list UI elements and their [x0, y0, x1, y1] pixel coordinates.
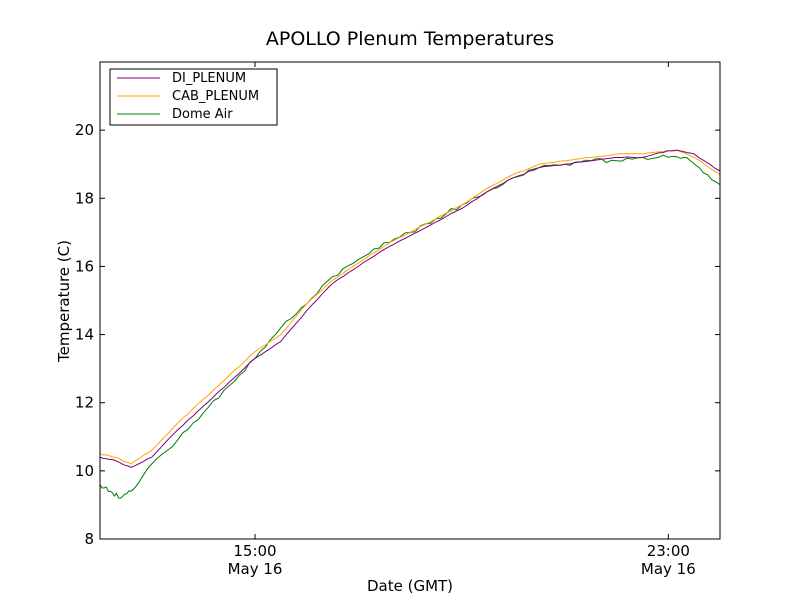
y-axis-label: Temperature (C) [55, 240, 73, 363]
y-tick-label: 18 [75, 189, 94, 207]
plot-frame [99, 61, 721, 540]
y-tick-label: 12 [75, 394, 94, 412]
y-tick-label: 10 [75, 462, 94, 480]
chart-title: APOLLO Plenum Temperatures [266, 28, 554, 50]
x-tick-label-date: May 16 [641, 560, 696, 578]
legend-label-dome-air: Dome Air [172, 107, 233, 122]
x-tick-label-time: 15:00 [233, 542, 276, 560]
x-tick-label-date: May 16 [228, 560, 283, 578]
legend-label-di-plenum: DI_PLENUM [172, 71, 246, 86]
series-line-cab-plenum [100, 149, 720, 465]
y-tick-label: 20 [75, 121, 94, 139]
x-tick-label-time: 23:00 [647, 542, 690, 560]
series-line-dome-air [100, 154, 720, 499]
y-tick-label: 16 [75, 257, 94, 275]
x-axis-label: Date (GMT) [367, 577, 453, 595]
legend-label-cab-plenum: CAB_PLENUM [172, 89, 259, 104]
y-tick-label: 8 [84, 530, 94, 548]
legend: DI_PLENUM CAB_PLENUM Dome Air [109, 68, 278, 126]
series-line-di-plenum [100, 149, 720, 469]
series-layer [100, 149, 720, 499]
y-tick-label: 14 [75, 326, 94, 344]
